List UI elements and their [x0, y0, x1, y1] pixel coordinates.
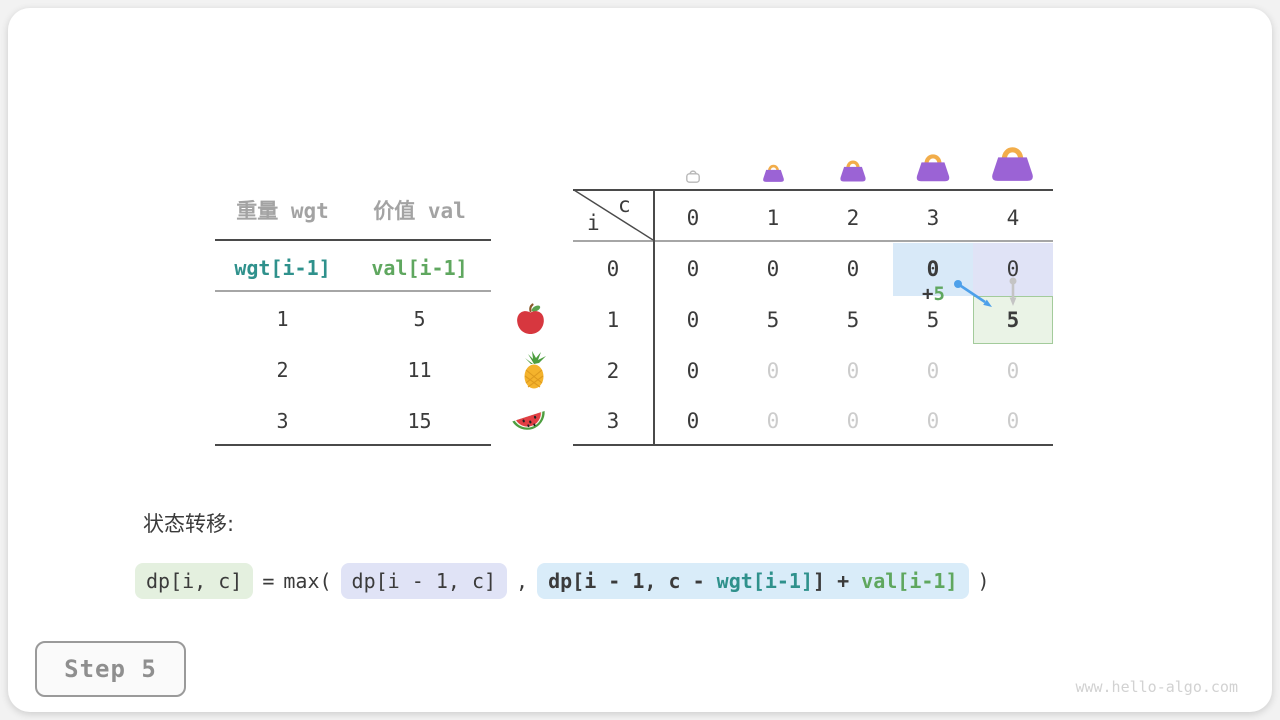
- state-transition-label: 状态转移:: [143, 512, 235, 536]
- dp-cell-2-4: 0: [1006, 359, 1020, 383]
- dp-cell-0-2: 0: [846, 257, 860, 281]
- comma: ,: [516, 569, 529, 593]
- item-table-wgt-index: wgt[i-1]: [234, 256, 331, 280]
- watermelon-icon: [512, 410, 545, 430]
- dp-cell-2-1: 0: [766, 359, 780, 383]
- step-badge: Step 5: [35, 641, 186, 697]
- dp-table-vertical-rule: [653, 189, 655, 446]
- item-table-mid-rule: [215, 290, 491, 292]
- dp-col-header-4: 4: [1006, 206, 1020, 230]
- formula-arg2-chip: dp[i - 1, c - wgt[i-1]] + val[i-1]: [537, 563, 969, 599]
- apple-icon: [517, 303, 544, 334]
- dp-cell-1-2: 5: [846, 308, 860, 332]
- dp-row-header-0: 0: [606, 257, 620, 281]
- arg2-mid: ] +: [813, 569, 862, 593]
- dp-row-header-1: 1: [606, 308, 620, 332]
- arg2-prefix: dp[i - 1, c -: [548, 569, 717, 593]
- dp-row-header-3: 3: [606, 409, 620, 433]
- plus-sign: +: [922, 283, 934, 305]
- dp-cell-3-4: 0: [1006, 409, 1020, 433]
- dp-col-header-2: 2: [846, 206, 860, 230]
- max-open: max(: [283, 569, 332, 593]
- dp-corner-diagonal: [574, 190, 654, 241]
- dp-cell-0-4: 0: [1006, 257, 1020, 281]
- dp-cell-2-3: 0: [926, 359, 940, 383]
- dp-cell-3-2: 0: [846, 409, 860, 433]
- gray-arrow-head: [1009, 297, 1017, 306]
- transition-arrows: [954, 277, 1017, 307]
- blue-arrow-head: [983, 299, 992, 307]
- watermark: www.hello-algo.com: [1075, 678, 1238, 696]
- dp-cell-3-1: 0: [766, 409, 780, 433]
- item-table-bottom-rule: [215, 444, 491, 446]
- item-weight-3: 3: [276, 409, 289, 433]
- dp-col-header-1: 1: [766, 206, 780, 230]
- dp-cell-3-3: 0: [926, 409, 940, 433]
- bag-capacity-0-icon: [686, 170, 700, 183]
- item-value-1: 5: [413, 307, 426, 331]
- dp-cell-2-2: 0: [846, 359, 860, 383]
- equals-sign: =: [262, 569, 275, 593]
- bag-capacity-1-icon: [763, 164, 784, 182]
- item-table-top-rule: [215, 239, 491, 241]
- item-weight-3-value: 15: [407, 409, 432, 433]
- bag-capacity-2-icon: [840, 160, 866, 182]
- dp-cell-1-0: 0: [686, 308, 700, 332]
- dp-table-bottom-rule: [573, 444, 1053, 446]
- item-table-header-weight: 重量 wgt: [236, 199, 329, 223]
- bag-capacity-4-icon: [992, 147, 1033, 181]
- dp-cell-2-0: 0: [686, 359, 700, 383]
- item-table-header-value: 价值 val: [373, 199, 466, 223]
- bag-capacity-3-icon: [916, 154, 950, 182]
- formula-lhs-chip: dp[i, c]: [135, 563, 254, 599]
- dp-corner-col-var: c: [618, 193, 631, 217]
- dp-cell-1-4: 5: [1006, 308, 1020, 332]
- step-badge-label: Step 5: [64, 655, 157, 683]
- dp-corner-row-var: i: [587, 211, 600, 235]
- close-paren: ): [977, 569, 990, 593]
- formula-arg1-chip: dp[i - 1, c]: [340, 563, 508, 599]
- dp-cell-0-1: 0: [766, 257, 780, 281]
- dp-table-header-rule: [573, 240, 1053, 242]
- added-value: 5: [933, 283, 945, 305]
- item-weight-2: 2: [276, 358, 289, 382]
- item-weight-1: 1: [276, 307, 289, 331]
- dp-cell-1-1: 5: [766, 308, 780, 332]
- dp-cell-3-0: 0: [686, 409, 700, 433]
- dp-cell-0-0: 0: [686, 257, 700, 281]
- item-weight-2-value: 11: [407, 358, 432, 382]
- arg2-wgt-term: wgt[i-1]: [716, 569, 813, 593]
- dp-cell-0-3: 0: [926, 257, 940, 281]
- dp-col-header-0: 0: [686, 206, 700, 230]
- state-transition-formula: dp[i, c] = max( dp[i - 1, c] , dp[i - 1,…: [135, 560, 999, 602]
- dp-col-header-3: 3: [926, 206, 940, 230]
- pineapple-icon: [524, 351, 546, 389]
- plus-value-annotation: +5: [922, 283, 945, 305]
- arg2-val-term: val[i-1]: [861, 569, 958, 593]
- dp-table-top-rule: [573, 189, 1053, 191]
- dp-row-header-2: 2: [606, 359, 620, 383]
- item-table-val-index: val[i-1]: [371, 256, 468, 280]
- dp-cell-1-3: 5: [926, 308, 940, 332]
